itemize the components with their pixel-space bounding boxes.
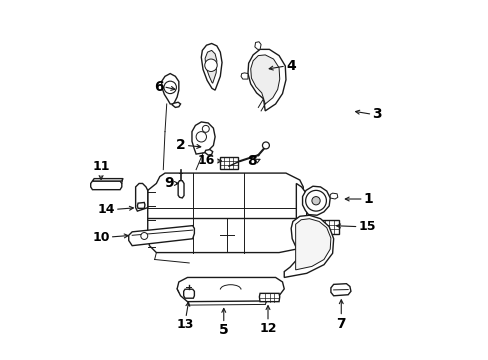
Text: 4: 4	[285, 59, 295, 73]
Text: 13: 13	[177, 318, 194, 331]
Polygon shape	[161, 73, 179, 104]
Polygon shape	[201, 44, 222, 90]
Polygon shape	[330, 284, 350, 296]
Polygon shape	[147, 173, 303, 253]
Circle shape	[262, 142, 269, 149]
Bar	[319, 220, 338, 234]
Circle shape	[202, 125, 209, 132]
Polygon shape	[296, 184, 306, 249]
Text: 3: 3	[371, 107, 381, 121]
Polygon shape	[241, 73, 247, 79]
Text: 10: 10	[92, 230, 109, 243]
Polygon shape	[284, 215, 333, 278]
Text: 1: 1	[363, 192, 373, 206]
Circle shape	[141, 233, 147, 239]
Circle shape	[196, 132, 206, 142]
Text: 9: 9	[163, 176, 173, 190]
Polygon shape	[137, 202, 144, 208]
Text: 11: 11	[92, 160, 110, 173]
Text: 16: 16	[197, 154, 215, 167]
Polygon shape	[172, 102, 180, 107]
Text: 15: 15	[358, 220, 375, 233]
Polygon shape	[259, 293, 279, 302]
Text: 7: 7	[336, 316, 346, 330]
Circle shape	[311, 197, 320, 205]
Polygon shape	[192, 122, 215, 154]
Polygon shape	[90, 181, 122, 190]
Text: 8: 8	[246, 154, 256, 168]
Bar	[219, 157, 237, 169]
Circle shape	[204, 59, 217, 72]
Polygon shape	[329, 193, 337, 199]
Polygon shape	[128, 226, 194, 246]
Polygon shape	[177, 278, 284, 302]
Polygon shape	[254, 42, 261, 49]
Circle shape	[163, 81, 176, 94]
Polygon shape	[178, 181, 183, 198]
Text: 2: 2	[176, 139, 185, 152]
Text: 5: 5	[219, 323, 228, 337]
Text: 6: 6	[153, 80, 163, 94]
Polygon shape	[295, 219, 330, 270]
Text: 12: 12	[259, 322, 276, 335]
Polygon shape	[247, 49, 285, 111]
Polygon shape	[92, 179, 122, 181]
Polygon shape	[204, 150, 212, 155]
Circle shape	[305, 190, 325, 211]
Polygon shape	[204, 50, 216, 83]
Polygon shape	[250, 55, 279, 104]
Polygon shape	[302, 186, 329, 215]
Polygon shape	[135, 184, 147, 211]
Polygon shape	[183, 289, 194, 298]
Text: 14: 14	[97, 203, 115, 216]
